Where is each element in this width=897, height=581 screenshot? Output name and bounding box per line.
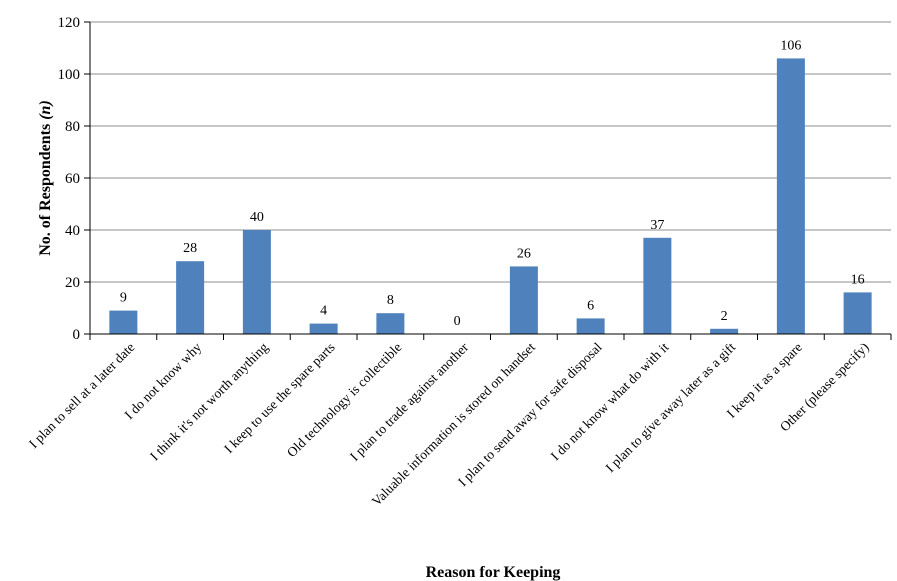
data-label: 26 (517, 246, 531, 261)
x-category-label: I keep to use the spare parts (221, 340, 338, 457)
bar (376, 313, 405, 334)
x-category-label: I plan to send away for safe disposal (455, 339, 605, 489)
bar (710, 328, 739, 334)
y-tick-label: 40 (65, 223, 80, 239)
data-label: 28 (183, 241, 197, 256)
data-label: 37 (650, 218, 664, 233)
x-axis-title: Reason for Keeping (426, 564, 561, 581)
data-label: 9 (120, 291, 127, 306)
x-category-label: Old technology is collectible (284, 340, 405, 461)
data-label: 106 (780, 38, 801, 53)
bar (509, 266, 538, 334)
x-category-label: I do not know what do with it (548, 339, 672, 463)
y-tick-label: 0 (73, 327, 81, 343)
axes (84, 21, 892, 340)
y-tick-label: 100 (58, 67, 81, 83)
x-category-label: I think it's not worth anything (147, 339, 271, 463)
y-axis-title: No. of Respondents (n) (37, 100, 54, 256)
bar (843, 292, 872, 334)
x-category-label: I plan to trade against another (347, 339, 472, 464)
data-label: 40 (250, 210, 264, 225)
gridlines (90, 21, 891, 283)
bar (776, 58, 805, 335)
bar (242, 230, 271, 334)
x-category-label: I plan to give away later as a gift (603, 339, 739, 475)
data-label: 2 (721, 309, 728, 324)
data-label: 16 (851, 272, 865, 287)
bar (576, 318, 605, 334)
y-tick-label: 80 (65, 119, 80, 135)
bar (176, 261, 205, 334)
y-tick-label: 60 (65, 171, 80, 187)
y-tick-label: 20 (65, 275, 80, 291)
x-category-label: I plan to sell at a later date (26, 340, 138, 452)
bar (109, 310, 138, 334)
y-tick-label: 120 (58, 15, 81, 31)
bars (109, 58, 872, 335)
data-label: 0 (454, 314, 461, 329)
data-label: 4 (320, 304, 327, 319)
bar (309, 323, 338, 334)
data-label: 8 (387, 293, 394, 308)
bar (643, 237, 672, 334)
data-label: 6 (587, 298, 594, 313)
